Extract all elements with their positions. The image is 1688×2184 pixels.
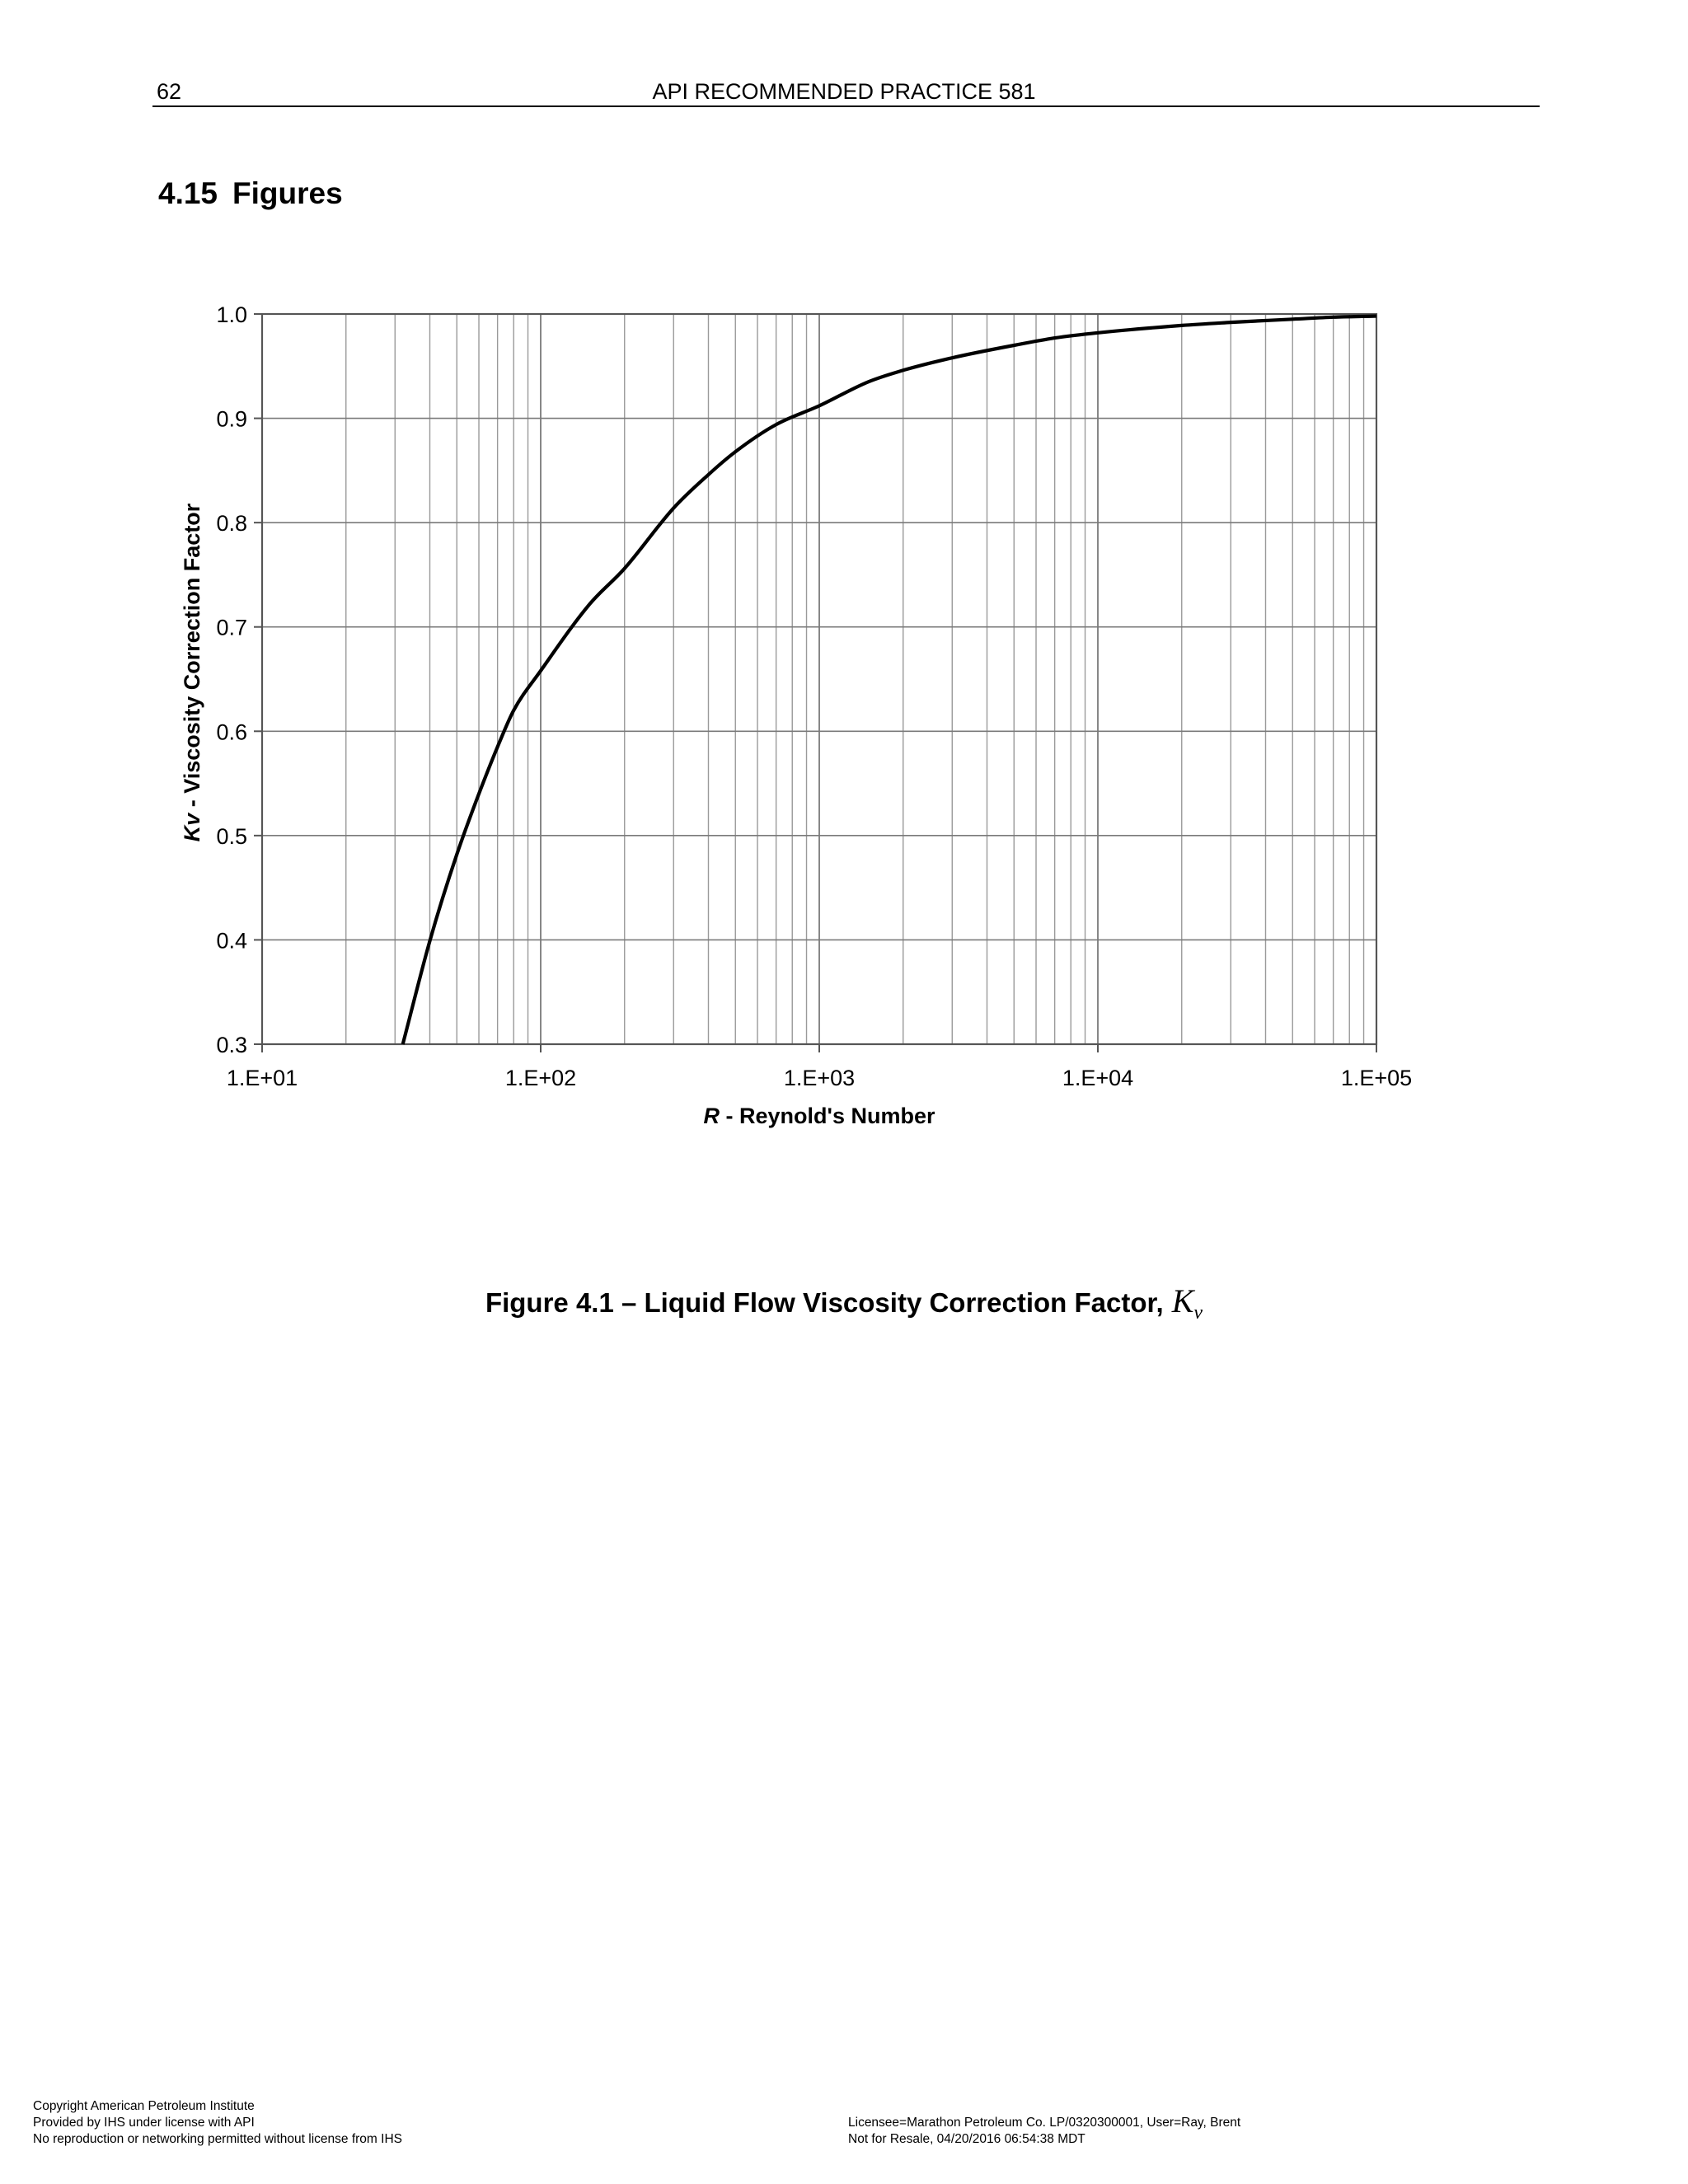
x-tick-label: 1.E+01 <box>227 1066 298 1090</box>
page-number: 62 <box>157 79 182 104</box>
footer-left-line: No reproduction or networking permitted … <box>33 2132 402 2146</box>
y-tick-label: 0.3 <box>216 1033 247 1057</box>
caption-symbol: Kv <box>1171 1282 1203 1324</box>
footer-right-line: Not for Resale, 04/20/2016 06:54:38 MDT <box>848 2132 1085 2146</box>
footer-left-line: Provided by IHS under license with API <box>33 2116 255 2130</box>
x-axis-variable: R <box>704 1104 720 1128</box>
x-tick-label: 1.E+04 <box>1062 1066 1133 1090</box>
y-axis-text: - Viscosity Correction Factor <box>180 503 204 813</box>
document-title: API RECOMMENDED PRACTICE 581 <box>652 79 1036 104</box>
footer-left: Copyright American Petroleum Institute P… <box>33 2098 402 2148</box>
caption-symbol-k: K <box>1171 1282 1194 1319</box>
footer-right: Licensee=Marathon Petroleum Co. LP/03203… <box>848 2115 1240 2148</box>
y-tick-label: 0.7 <box>216 616 247 640</box>
section-heading: 4.15 Figures <box>158 176 358 211</box>
y-tick-label: 0.8 <box>216 511 247 536</box>
y-tick-label: 0.5 <box>216 824 247 849</box>
section-number: 4.15 <box>158 176 218 210</box>
figure-caption: Figure 4.1 – Liquid Flow Viscosity Corre… <box>0 1282 1688 1324</box>
series-line <box>401 314 1377 1045</box>
section-title: Figures <box>232 176 343 210</box>
viscosity-chart: 1.E+01 1.E+02 1.E+03 1.E+04 1.E+05 1.0 0.9 0.8 0… <box>165 293 1451 1162</box>
caption-text: Figure 4.1 – Liquid Flow Viscosity Corre… <box>485 1287 1164 1318</box>
x-axis-label: R - Reynold's Number <box>704 1104 935 1128</box>
y-tick-label: 0.9 <box>216 407 247 432</box>
header-rule <box>152 105 1540 107</box>
y-tick-label: 1.0 <box>216 302 247 327</box>
y-axis-variable: Kv <box>180 812 204 841</box>
x-tick-label: 1.E+02 <box>505 1066 576 1090</box>
chart-svg: 1.E+01 1.E+02 1.E+03 1.E+04 1.E+05 1.0 0.9 0.8 0… <box>180 302 1412 1128</box>
footer-left-line: Copyright American Petroleum Institute <box>33 2099 255 2113</box>
x-tick-label: 1.E+03 <box>784 1066 855 1090</box>
y-tick-label: 0.6 <box>216 719 247 744</box>
y-axis-label: Kv - Viscosity Correction Factor <box>180 503 204 841</box>
x-axis-text: - Reynold's Number <box>720 1104 935 1128</box>
x-tick-label: 1.E+05 <box>1341 1066 1412 1090</box>
caption-symbol-sub: v <box>1193 1302 1203 1324</box>
y-tick-label: 0.4 <box>216 928 247 953</box>
plot-frame <box>260 312 1378 1046</box>
footer-right-line: Licensee=Marathon Petroleum Co. LP/03203… <box>848 2116 1241 2130</box>
